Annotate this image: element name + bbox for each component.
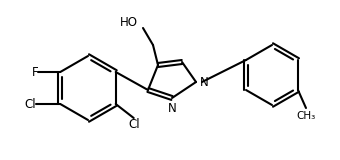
Text: Cl: Cl [25, 97, 36, 111]
Text: HO: HO [120, 16, 138, 28]
Text: CH₃: CH₃ [296, 111, 316, 121]
Text: F: F [32, 65, 38, 79]
Text: N: N [200, 76, 209, 88]
Text: N: N [168, 102, 176, 115]
Text: Cl: Cl [128, 118, 139, 131]
